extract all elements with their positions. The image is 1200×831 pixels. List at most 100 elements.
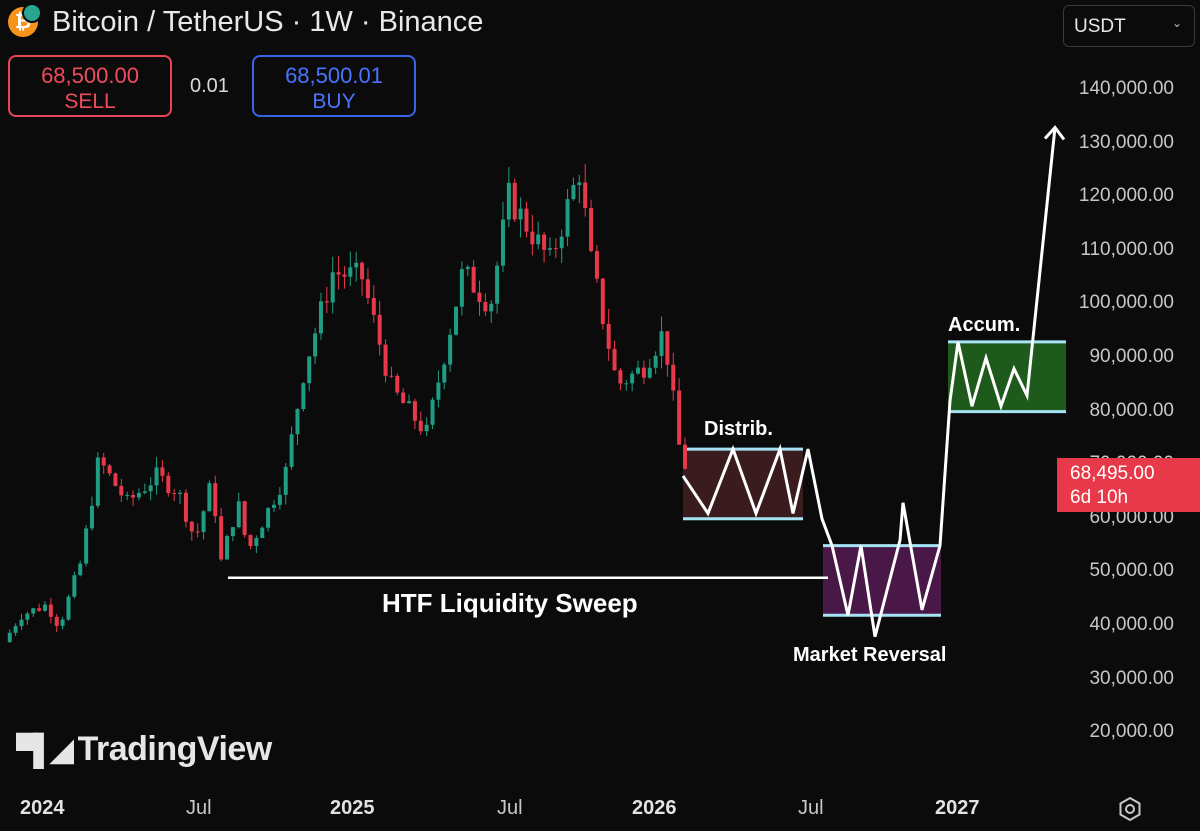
candle-body [178,492,183,494]
time-axis-label: Jul [186,797,212,819]
candle-body [365,279,370,299]
price-axis-label: 30,000.00 [1089,667,1174,689]
buy-price: 68,500.01 [285,63,383,88]
candle-body [172,493,177,495]
candle-body [13,626,18,633]
price-axis-label: 110,000.00 [1080,238,1174,260]
candle-body [283,466,288,495]
settings-gear-icon[interactable] [1116,795,1144,823]
candle-body [465,266,470,270]
candle-body [665,331,670,365]
candle-body [536,234,541,245]
candle-body [483,301,488,312]
candle-body [542,234,547,250]
candle-body [606,323,611,349]
last-price-tag: 68,495.00 6d 10h [1057,458,1200,512]
candle-body [31,608,36,614]
last-price: 68,495.00 [1070,463,1155,484]
candle-body [653,355,658,368]
sell-price: 68,500.00 [41,63,139,88]
candle-body [618,370,623,384]
candle-body [19,619,24,627]
candle-body [571,185,576,200]
candle-body [101,457,106,466]
candle-body [407,401,412,404]
candle-body [213,483,218,517]
candle-body [301,383,306,410]
candle-body [418,420,423,432]
candle-body [307,356,312,384]
time-axis-label: 2027 [935,797,980,819]
candle-body [624,383,629,385]
candle-body [107,465,112,474]
candle-body [348,267,353,277]
chevron-down-icon: ⌄ [1171,16,1182,30]
candle-body [166,475,171,494]
candle-body [66,596,71,620]
candle-body [524,208,529,232]
buy-button[interactable]: 68,500.01 BUY [252,55,416,117]
candle-body [454,306,459,335]
candle-body [78,563,83,576]
candle-body [677,390,682,445]
candle-body [477,292,482,302]
currency-select[interactable]: USDT ⌄ [1063,5,1195,47]
distribution-label: Distrib. [704,418,773,440]
price-axis-label: 60,000.00 [1089,506,1174,528]
sell-button[interactable]: 68,500.00 SELL [8,55,172,117]
candle-body [530,231,535,245]
candle-body [48,604,53,617]
candle-body [84,528,89,564]
logo-text: TradingView [77,730,273,768]
candle-body [647,367,652,378]
candle-body [401,392,406,404]
candle-body [324,301,329,303]
candle-body [189,521,194,532]
candle-body [266,507,271,528]
candle-body [89,505,94,529]
price-axis-label: 100,000.00 [1078,292,1174,314]
candle-body [583,182,588,209]
tradingview-logo[interactable]: ▀▌◢ TradingView [16,730,272,769]
candle-body [154,467,159,486]
candle-body [183,492,188,522]
candle-body [377,314,382,345]
candle-body [565,199,570,237]
candle-body [594,250,599,279]
candle-body [313,333,318,357]
candle-body [254,538,259,547]
candle-body [72,575,77,597]
candle-body [360,262,365,280]
price-axis-label: 40,000.00 [1089,614,1174,635]
candle-body [459,269,464,307]
time-axis-label: Jul [497,797,523,819]
candle-body [630,373,635,384]
spread-value: 0.01 [190,75,229,97]
candle-body [512,182,517,220]
candle-body [412,401,417,421]
candle-body [236,501,241,528]
price-axis-label: 130,000.00 [1078,131,1174,153]
time-axis-label: 2026 [632,797,677,819]
candle-body [659,331,664,356]
candle-body [125,495,130,497]
candle-body [119,485,124,496]
candle-body [671,364,676,391]
candle-body [113,473,118,486]
candle-body [195,531,200,533]
candle-body [506,182,511,220]
candle-body [612,348,617,371]
candle-body [54,616,59,626]
symbol-title[interactable]: Bitcoin / TetherUS · 1W · Binance [52,6,484,38]
candle-body [383,344,388,376]
candle-body [683,444,688,469]
candle-body [289,434,294,467]
tradingview-icon: ▀▌◢ [16,734,74,767]
candle-body [518,208,523,220]
candle-body [277,494,282,505]
candle-body [230,527,235,537]
candle-body [318,301,323,334]
candle-body [160,467,165,476]
candle-body [271,504,276,508]
